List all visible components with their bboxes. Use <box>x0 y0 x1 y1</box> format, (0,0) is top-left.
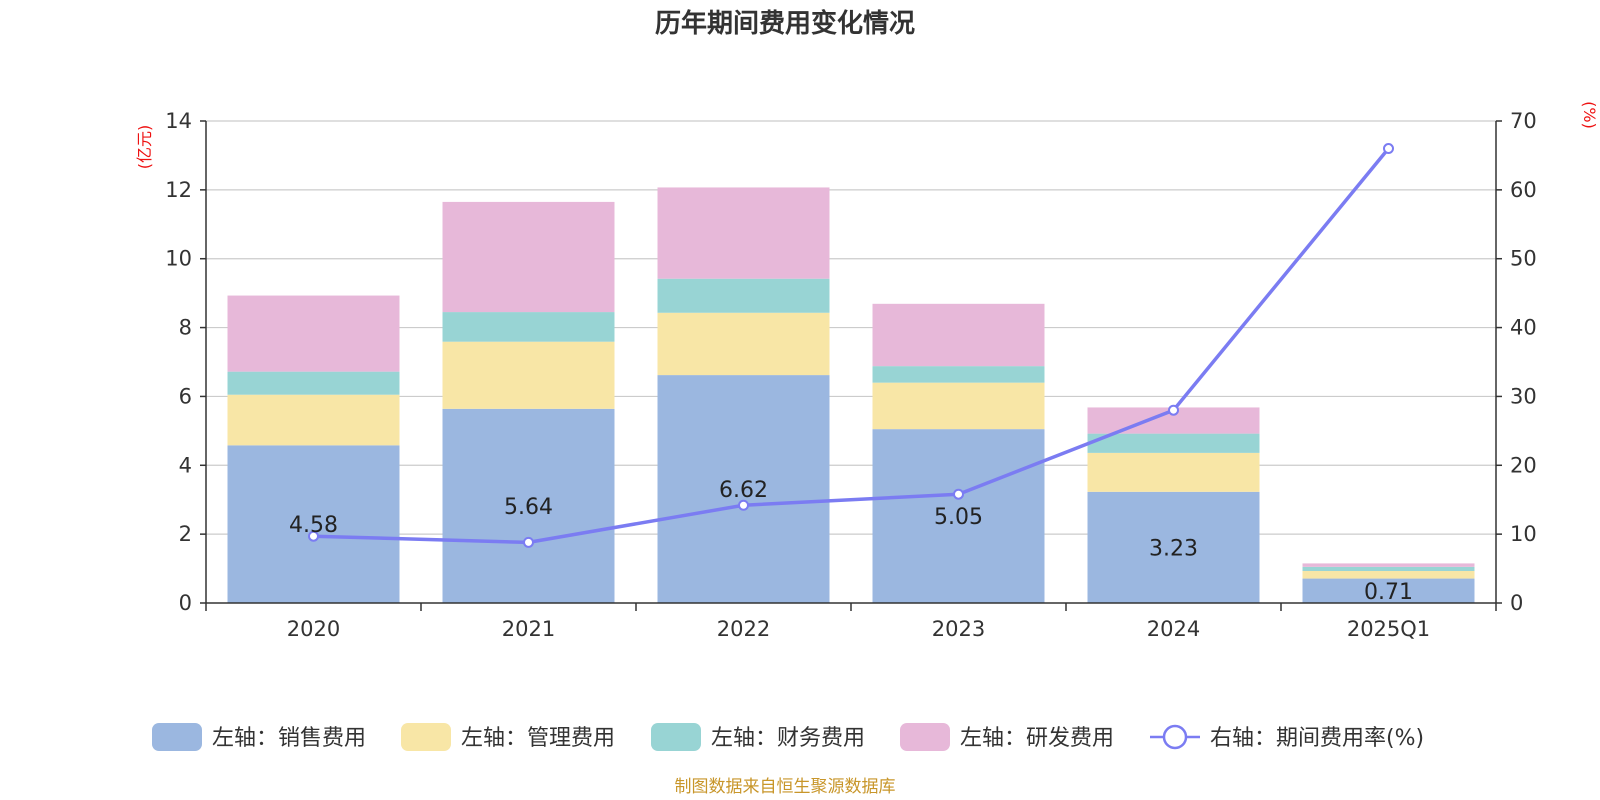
bar-rd-2022 <box>657 187 830 279</box>
bar-sales-2022 <box>657 375 830 603</box>
line-layer <box>308 143 1394 548</box>
right-axis-unit: (%) <box>1580 101 1599 129</box>
legend-swatch-marker <box>1162 724 1188 750</box>
bar-rd-2023 <box>872 303 1045 367</box>
legend-label-admin: 左轴：管理费用 <box>461 726 615 751</box>
sales-value-label: 4.58 <box>289 513 338 538</box>
sales-value-label: 6.62 <box>719 478 768 503</box>
legend: 左轴：销售费用 左轴：管理费用 左轴：财务费用 左轴：研发费用 右轴：期间费用率(%) <box>152 723 1424 751</box>
bar-admin-2020 <box>227 394 400 446</box>
legend-swatch-sales <box>152 723 202 751</box>
legend-label-rd: 左轴：研发费用 <box>960 726 1114 751</box>
bar-finance-2025Q1 <box>1302 566 1475 571</box>
x-tick-label: 2025Q1 <box>1347 617 1430 641</box>
bar-rd-2021 <box>442 201 615 313</box>
bar-sales-2025Q1 <box>1302 578 1475 603</box>
right-tick-label: 60 <box>1510 178 1537 202</box>
legend-swatch-finance <box>651 723 701 751</box>
gridlines <box>206 120 1496 535</box>
bar-rd-2020 <box>227 295 400 372</box>
left-tick-label: 10 <box>165 247 192 271</box>
bar-admin-2022 <box>657 312 830 376</box>
expense-rate-point <box>308 530 319 542</box>
right-tick-label: 0 <box>1510 591 1523 615</box>
x-tick-label: 2024 <box>1147 617 1200 641</box>
expense-rate-point <box>738 499 749 511</box>
sales-value-label: 5.64 <box>504 495 553 520</box>
expense-rate-point <box>523 536 534 548</box>
x-tick-label: 2022 <box>717 617 770 641</box>
bar-finance-2022 <box>657 278 830 313</box>
right-tick-label: 70 <box>1510 109 1537 133</box>
expense-rate-point <box>1168 404 1179 416</box>
bar-finance-2023 <box>872 366 1045 383</box>
legend-label-line: 右轴：期间费用率(%) <box>1210 726 1424 751</box>
left-tick-label: 12 <box>165 178 192 202</box>
right-tick-label: 40 <box>1510 316 1537 340</box>
sales-value-label: 0.71 <box>1364 580 1413 605</box>
legend-swatch-admin <box>401 723 451 751</box>
left-tick-label: 4 <box>179 453 192 477</box>
left-tick-label: 0 <box>179 591 192 615</box>
sales-value-label: 5.05 <box>934 505 983 530</box>
right-tick-label: 50 <box>1510 247 1537 271</box>
bar-admin-2024 <box>1087 452 1260 492</box>
bar-layer <box>227 187 1475 603</box>
left-tick-label: 2 <box>179 522 192 546</box>
right-tick-label: 30 <box>1510 384 1537 408</box>
legend-label-sales: 左轴：销售费用 <box>212 726 366 751</box>
bar-sales-2020 <box>227 445 400 603</box>
sales-value-label: 3.23 <box>1149 536 1198 561</box>
left-tick-label: 14 <box>165 109 192 133</box>
chart-title: 历年期间费用变化情况 <box>655 8 915 39</box>
x-tick-label: 2021 <box>502 617 555 641</box>
left-tick-label: 8 <box>179 316 192 340</box>
axes: 0 2 4 6 8 10 12 14 0 10 20 30 40 50 60 70 2020 2021 2022 20… <box>165 109 1536 641</box>
x-tick-label: 2020 <box>287 617 340 641</box>
data-labels: 4.58 5.64 6.62 5.05 3.23 0.71 <box>289 478 1413 605</box>
bar-sales-2024 <box>1087 491 1260 603</box>
bar-finance-2020 <box>227 371 400 395</box>
bar-admin-2025Q1 <box>1302 570 1475 579</box>
expense-rate-point <box>1383 143 1394 155</box>
bar-finance-2021 <box>442 312 615 342</box>
source-note: 制图数据来自恒生聚源数据库 <box>675 777 896 797</box>
bar-sales-2021 <box>442 408 615 603</box>
right-tick-label: 10 <box>1510 522 1537 546</box>
legend-swatch-rd <box>900 723 950 751</box>
x-tick-label: 2023 <box>932 617 985 641</box>
right-tick-label: 20 <box>1510 453 1537 477</box>
expense-rate-point <box>953 488 964 500</box>
bar-admin-2023 <box>872 382 1045 430</box>
bar-sales-2023 <box>872 429 1045 603</box>
left-tick-label: 6 <box>179 384 192 408</box>
legend-label-finance: 左轴：财务费用 <box>711 726 865 751</box>
left-axis-unit: (亿元) <box>135 125 154 170</box>
bar-rd-2025Q1 <box>1302 563 1475 567</box>
bar-admin-2021 <box>442 341 615 409</box>
bar-finance-2024 <box>1087 433 1260 453</box>
expense-rate-line <box>313 147 1390 545</box>
